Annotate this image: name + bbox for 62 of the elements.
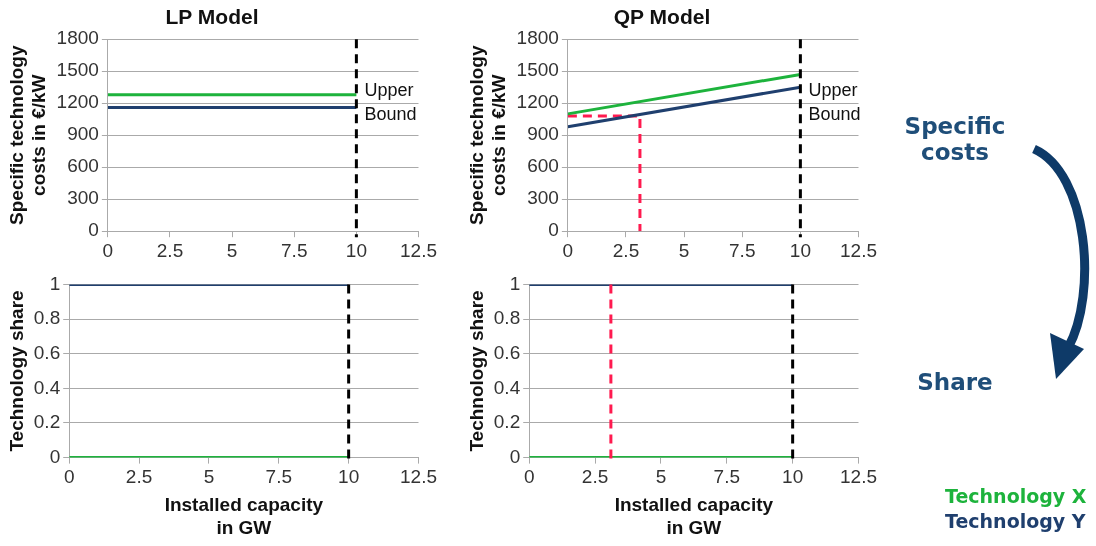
x-tick-label: 12.5	[840, 239, 877, 261]
y-axis-title: Technology share	[5, 290, 27, 452]
text: Technology X	[945, 484, 1087, 509]
text: Specific costs	[903, 113, 1007, 166]
y-tick-label: 0	[548, 219, 559, 241]
y-tick-label: 0.6	[493, 341, 521, 363]
y-axis-title: Specific technology costs in €/kW	[5, 45, 50, 225]
y-tick-label: 300	[527, 187, 559, 209]
y-tick-label: 0.6	[33, 341, 61, 363]
x-tick-label: 10	[789, 239, 811, 261]
ref-line-label: Upper Bound	[364, 80, 417, 125]
x-axis-title: Installed capacity in GW	[164, 494, 324, 538]
x-tick-label: 0	[562, 239, 574, 261]
y-tick-label: 0.4	[493, 376, 521, 398]
y-tick-label: 0.8	[33, 307, 61, 329]
y-tick-label: 1800	[56, 27, 99, 49]
y-tick-label: 0.8	[493, 307, 521, 329]
y-tick-label: 0.2	[493, 411, 521, 433]
x-tick-label: 12.5	[400, 239, 437, 261]
x-tick-label: 2.5	[125, 466, 153, 488]
x-tick-label: 7.5	[265, 466, 292, 488]
x-tick-label: 12.5	[400, 466, 437, 488]
y-tick-label: 600	[527, 155, 559, 177]
y-tick-label: 600	[67, 155, 99, 177]
y-tick-label: 900	[527, 123, 559, 145]
y-tick-label: 900	[67, 123, 99, 145]
y-axis-title: Technology share	[465, 290, 487, 452]
y-tick-label: 0.4	[33, 376, 61, 398]
y-tick-label: 1500	[516, 59, 559, 81]
x-tick-label: 10	[338, 466, 360, 488]
x-tick-label: 0	[102, 239, 114, 261]
y-tick-label: 0.2	[33, 411, 61, 433]
x-tick-label: 5	[678, 239, 690, 261]
y-tick-label: 0	[49, 445, 61, 467]
x-axis-title: Installed capacity in GW	[614, 494, 774, 538]
y-tick-label: 0	[88, 219, 99, 241]
y-tick-label: 1	[49, 272, 61, 294]
x-tick-label: 5	[226, 239, 238, 261]
x-tick-label: 5	[655, 466, 667, 488]
ref-line-label: Upper Bound	[808, 80, 861, 125]
x-tick-label: 7.5	[729, 239, 756, 261]
x-tick-label: 2.5	[612, 239, 640, 261]
x-tick-label: 7.5	[281, 239, 308, 261]
x-tick-label: 2.5	[156, 239, 184, 261]
y-tick-label: 1800	[516, 27, 559, 49]
x-tick-label: 10	[782, 466, 804, 488]
y-tick-label: 1	[509, 272, 521, 294]
x-tick-label: 7.5	[713, 466, 740, 488]
y-tick-label: 300	[67, 187, 99, 209]
x-tick-label: 5	[203, 466, 215, 488]
chart-title: LP Model	[165, 5, 259, 29]
text: Technology Y	[945, 509, 1087, 534]
x-tick-label: 12.5	[840, 466, 877, 488]
y-tick-label: 1200	[56, 91, 99, 113]
y-axis-title: Specific technology costs in €/kW	[465, 45, 510, 225]
y-tick-label: 1500	[56, 59, 99, 81]
x-tick-label: 2.5	[581, 466, 609, 488]
y-tick-label: 1200	[516, 91, 559, 113]
chart-title: QP Model	[613, 5, 711, 29]
x-tick-label: 10	[345, 239, 367, 261]
y-tick-label: 0	[509, 445, 521, 467]
text: Share	[916, 369, 994, 396]
